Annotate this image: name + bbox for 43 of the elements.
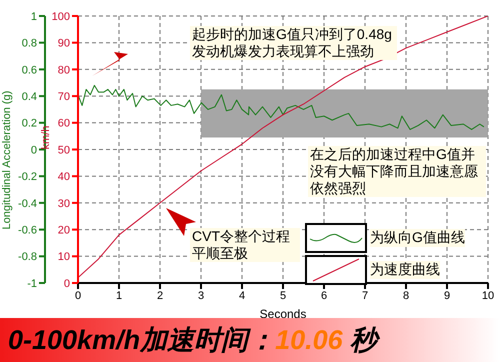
x-tick-label: 1 (116, 290, 122, 302)
y2-tick-label: 0 (30, 144, 37, 156)
x-tick-label: 0 (74, 290, 82, 302)
x-axis-title: Seconds (260, 307, 306, 321)
y-tick-label: 40 (58, 171, 70, 184)
y-tick-label: 30 (58, 198, 70, 210)
y-axis-title: km/h (40, 126, 52, 150)
y2-tick-label: 0.6 (22, 64, 37, 76)
y2-axis-title: Longitudinal Acceleration (g) (0, 90, 13, 230)
x-tick-label: 2 (156, 290, 164, 302)
y2-tick-label: -0.2 (18, 171, 37, 184)
y2-tick-label: 0.2 (22, 118, 37, 130)
x-tick-label: 5 (280, 290, 286, 302)
y-tick-label: 0 (64, 278, 70, 290)
legend-label: 为速度曲线 (370, 261, 440, 279)
y2-tick-label: 0.4 (22, 91, 37, 104)
y-tick-label: 10 (58, 251, 70, 264)
x-tick-label: 10 (482, 290, 494, 302)
legend-label: 为纵向G值曲线 (370, 229, 465, 247)
y-tick-label: 100 (52, 10, 70, 23)
y-tick-label: 50 (58, 144, 70, 156)
y2-tick-label: -0.8 (18, 251, 37, 264)
line-series (78, 84, 484, 130)
y2-tick-label: -0.4 (18, 198, 37, 210)
x-tick-label: 4 (238, 290, 246, 302)
x-tick-label: 8 (402, 290, 410, 302)
y-tick-label: 70 (58, 91, 70, 104)
annotation: 起步时的加速G值只冲到了0.48g发动机爆发力表现算不上强劲 (190, 26, 397, 60)
x-tick-label: 3 (198, 290, 204, 302)
y2-tick-label: -1 (27, 278, 37, 290)
x-tick-label: 7 (362, 290, 368, 302)
y2-tick-label: -0.6 (18, 224, 37, 237)
text: 0-100km/h加速时间：10.06 秒 (8, 324, 378, 357)
annotation: 在之后的加速过程中G值并没有大幅下降而且加速意愿依然强烈 (308, 146, 486, 197)
y-tick-label: 80 (58, 64, 70, 76)
y-tick-label: 90 (58, 38, 70, 50)
x-tick-label: 9 (444, 290, 450, 302)
y-tick-label: 60 (58, 118, 70, 130)
y2-tick-label: 1 (30, 10, 37, 23)
y2-tick-label: 0.8 (22, 38, 37, 50)
x-tick-label: 6 (320, 290, 328, 302)
annotation: CVT令整个过程平顺至极 (190, 228, 300, 262)
y-tick-label: 20 (58, 224, 70, 237)
